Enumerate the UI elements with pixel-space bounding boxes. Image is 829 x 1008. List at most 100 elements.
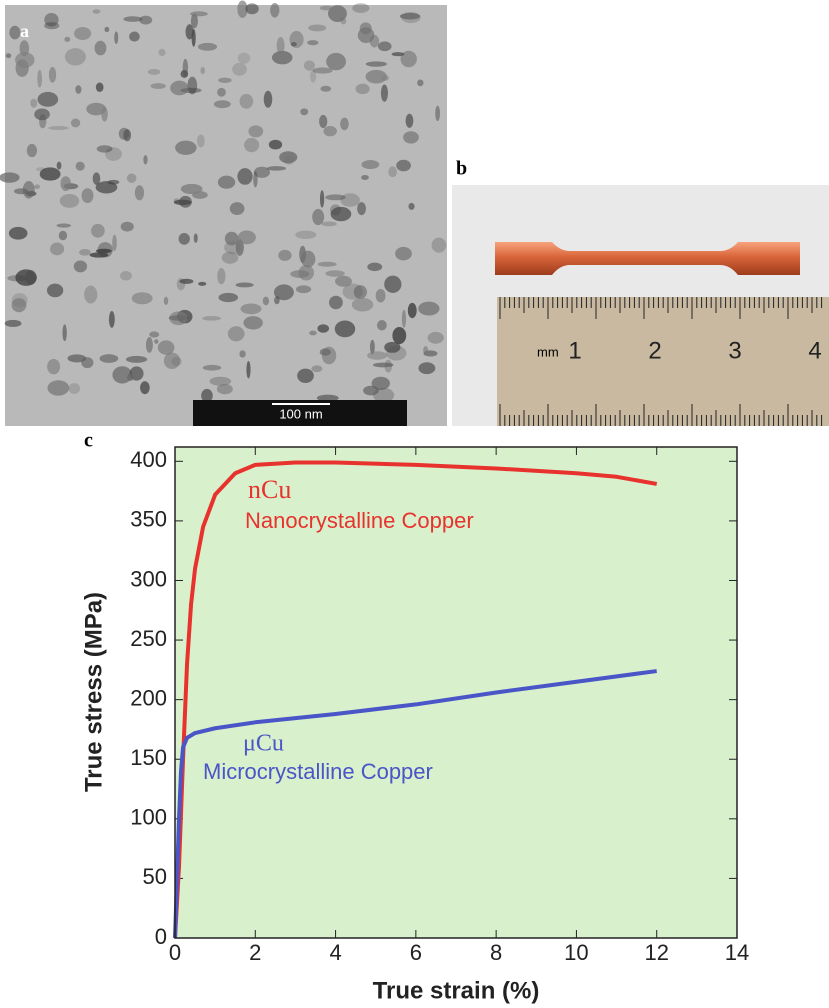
y-tick-label: 0 xyxy=(155,924,167,949)
grain xyxy=(340,193,360,207)
grain xyxy=(0,172,20,183)
grain xyxy=(197,42,218,51)
grain xyxy=(190,13,198,29)
micrograph-panel: 100 nm a xyxy=(0,0,447,426)
grain xyxy=(227,326,245,342)
grain xyxy=(200,66,205,75)
grain xyxy=(392,326,407,345)
x-tick-label: 4 xyxy=(329,940,341,965)
grain xyxy=(126,173,137,183)
grain xyxy=(268,139,283,150)
grain xyxy=(59,193,80,208)
specimen-panel: b 1 2 3 4 mm xyxy=(452,158,829,426)
grain xyxy=(147,68,161,75)
grain xyxy=(325,270,345,277)
grain xyxy=(423,346,429,354)
line xyxy=(173,460,658,939)
grain xyxy=(91,223,105,238)
grain xyxy=(143,155,148,165)
y-tick-label: 50 xyxy=(143,864,167,889)
grain xyxy=(396,159,411,172)
grain xyxy=(323,125,337,137)
grain xyxy=(307,40,319,46)
grain xyxy=(329,295,343,310)
grain xyxy=(262,296,270,306)
grain xyxy=(34,184,41,190)
grain xyxy=(363,385,379,396)
grain xyxy=(30,98,38,108)
grain xyxy=(271,50,293,65)
grain xyxy=(377,320,387,331)
grain xyxy=(317,324,330,333)
grain xyxy=(189,11,208,17)
grain xyxy=(218,292,239,303)
grain xyxy=(178,233,190,245)
grain xyxy=(81,188,94,203)
grain xyxy=(334,320,356,338)
grain xyxy=(278,249,292,261)
grain xyxy=(217,267,226,285)
grain xyxy=(157,340,175,355)
grain xyxy=(197,134,205,148)
grain xyxy=(325,194,346,201)
grain xyxy=(158,48,166,57)
grain xyxy=(134,185,145,201)
grain xyxy=(193,233,198,243)
grain xyxy=(418,362,436,375)
grain xyxy=(311,365,323,373)
grain xyxy=(399,12,421,20)
grain xyxy=(48,125,69,130)
grain xyxy=(248,125,264,138)
grain xyxy=(47,358,61,375)
y-tick-label: 400 xyxy=(130,447,167,472)
grain xyxy=(295,230,317,239)
grain xyxy=(361,175,369,180)
grain xyxy=(73,260,88,273)
grain xyxy=(418,301,440,316)
panel-label: b xyxy=(456,158,467,180)
grain xyxy=(352,3,370,13)
grain xyxy=(92,9,101,14)
grain xyxy=(120,221,134,232)
grain xyxy=(395,246,412,261)
grain xyxy=(112,366,133,384)
grain xyxy=(171,356,182,367)
grain xyxy=(237,52,251,64)
grain xyxy=(384,341,401,353)
grain xyxy=(185,24,194,40)
grain xyxy=(150,83,167,89)
grain xyxy=(163,296,169,305)
grain xyxy=(279,151,298,164)
grain xyxy=(48,66,57,83)
grain xyxy=(86,102,107,116)
grain xyxy=(299,245,307,263)
x-tick-label: 14 xyxy=(725,940,749,965)
grain xyxy=(56,223,72,228)
grain xyxy=(224,231,239,246)
grain xyxy=(22,181,35,199)
x-tick-label: 10 xyxy=(564,940,588,965)
grain xyxy=(365,61,388,67)
grain xyxy=(11,293,28,308)
plot-frame xyxy=(174,446,738,939)
grain xyxy=(198,281,207,286)
grain xyxy=(173,199,192,206)
x-axis-label: True strain (%) xyxy=(373,977,540,1004)
x-tick-label: 6 xyxy=(410,940,422,965)
grain xyxy=(175,140,197,155)
grain xyxy=(232,62,247,76)
grain xyxy=(407,302,417,319)
grain xyxy=(298,264,315,281)
grain xyxy=(84,285,98,304)
grain xyxy=(237,168,253,185)
grain xyxy=(15,52,35,68)
grain xyxy=(240,303,262,315)
grain xyxy=(312,67,333,74)
y-tick-label: 350 xyxy=(130,507,167,532)
plot-area xyxy=(175,447,737,938)
grain xyxy=(34,108,50,121)
grain xyxy=(39,167,61,181)
grain xyxy=(274,296,280,305)
grain xyxy=(187,76,198,95)
grain xyxy=(367,262,383,272)
